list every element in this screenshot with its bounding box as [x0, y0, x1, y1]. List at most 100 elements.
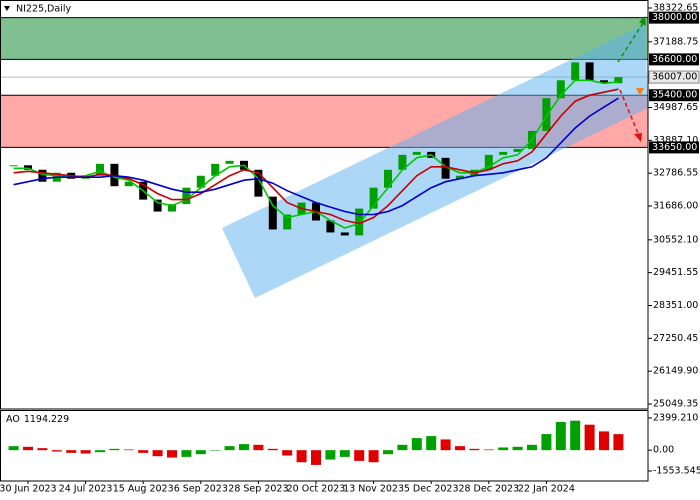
candle — [398, 154, 407, 170]
candle — [196, 175, 205, 188]
x-tick-label: 30 Jun 2023 — [0, 484, 57, 495]
level-label: 36600.00 — [652, 54, 697, 65]
moving-average — [13, 97, 619, 216]
y-tick-label: 37188.75 — [653, 36, 698, 47]
zone — [1, 17, 648, 60]
ao-bar — [224, 446, 235, 451]
candle — [124, 181, 133, 187]
ao-bar — [339, 450, 350, 457]
level-label-box — [649, 53, 699, 66]
down-arrow — [619, 89, 641, 139]
candle — [182, 187, 191, 205]
candle — [499, 151, 508, 155]
up-arrow — [617, 19, 646, 63]
y-tick-label: 34987.65 — [653, 102, 698, 113]
ao-bar — [541, 434, 552, 451]
ao-current: 1194.229 — [24, 414, 69, 425]
candle — [225, 160, 234, 164]
ao-bar — [584, 424, 595, 451]
level-label-box — [649, 141, 699, 154]
ao-bar — [368, 450, 379, 463]
x-tick-label: 5 Dec 2023 — [404, 484, 459, 495]
ao-bar — [411, 438, 422, 451]
main-pane-border — [0, 0, 649, 410]
ao-bar — [354, 450, 365, 461]
ao-pane-border — [0, 410, 649, 482]
ao-bar — [152, 450, 163, 457]
ao-bar — [210, 450, 221, 451]
ao-bar — [498, 447, 509, 451]
ao-bar — [37, 448, 48, 451]
x-tick-label: 6 Sep 2023 — [174, 484, 228, 495]
candle — [441, 157, 450, 179]
candle — [571, 62, 580, 81]
chart-title: NI225,Daily — [16, 4, 71, 15]
ao-bar — [138, 450, 149, 453]
candle — [283, 214, 292, 230]
ao-y-tick-label: 0.00 — [653, 445, 674, 456]
ao-bar — [599, 431, 609, 451]
x-tick-label: 24 Jul 2023 — [59, 484, 113, 495]
candle — [556, 80, 565, 99]
candle — [211, 163, 220, 176]
ao-bar — [311, 450, 321, 465]
ao-bar — [426, 436, 437, 451]
ao-bar — [195, 450, 206, 455]
level-label: 33650.00 — [652, 142, 697, 153]
ao-bar — [181, 450, 192, 457]
ao-bar — [397, 444, 408, 451]
menu-triangle — [4, 6, 10, 11]
level-label-box — [649, 11, 699, 24]
ao-label: AO 1194.229 — [6, 414, 69, 425]
candle — [384, 169, 392, 188]
candle — [38, 169, 47, 182]
candle — [542, 98, 551, 131]
candle — [614, 77, 623, 84]
ao-bar — [325, 450, 336, 460]
ao-bar — [296, 450, 307, 463]
ao-name: AO — [6, 414, 20, 425]
candle — [484, 154, 493, 170]
ao-bar — [570, 420, 581, 451]
candle — [600, 80, 608, 84]
ao-bar — [527, 444, 537, 451]
ao-bar — [167, 450, 177, 458]
x-tick-label: 28 Dec 2023 — [458, 484, 519, 495]
ao-bar — [66, 450, 77, 453]
x-tick-label: 28 Sep 2023 — [228, 484, 288, 495]
y-tick-label: 33887.10 — [653, 135, 698, 146]
y-tick-label: 26149.90 — [653, 366, 698, 377]
y-tick-label: 29451.55 — [653, 267, 698, 278]
y-tick-label: 28351.00 — [653, 300, 698, 311]
ao-bar — [282, 450, 293, 456]
price-label-box — [648, 70, 700, 84]
candle — [355, 208, 364, 236]
ao-bar — [469, 448, 480, 451]
ao-bar — [483, 449, 494, 451]
ao-bar — [51, 450, 62, 452]
ao-y-tick-label: 2399.210 — [653, 413, 698, 424]
candle — [585, 62, 594, 81]
candle — [153, 199, 162, 212]
ao-bar — [267, 448, 278, 451]
y-tick-label: 38322.65 — [653, 3, 698, 14]
ao-bar — [239, 444, 249, 451]
candle — [456, 175, 464, 179]
up-arrow-head — [639, 16, 646, 26]
y-tick-label: 31686.00 — [653, 201, 698, 212]
x-tick-label: 15 Aug 2023 — [113, 484, 174, 495]
x-tick-label: 22 Jan 2024 — [518, 484, 575, 495]
candle — [369, 187, 378, 209]
ao-bar — [512, 446, 523, 451]
ao-bar — [95, 450, 105, 453]
ao-bar — [253, 444, 264, 451]
ao-bar — [23, 446, 33, 451]
x-tick-label: 20 Oct 2023 — [287, 484, 346, 495]
candle — [513, 148, 522, 152]
candle — [340, 232, 349, 236]
y-tick-label: 25049.35 — [653, 399, 698, 410]
level-label-box — [649, 89, 699, 102]
ao-bar — [8, 446, 19, 451]
ao-bar — [613, 434, 624, 451]
